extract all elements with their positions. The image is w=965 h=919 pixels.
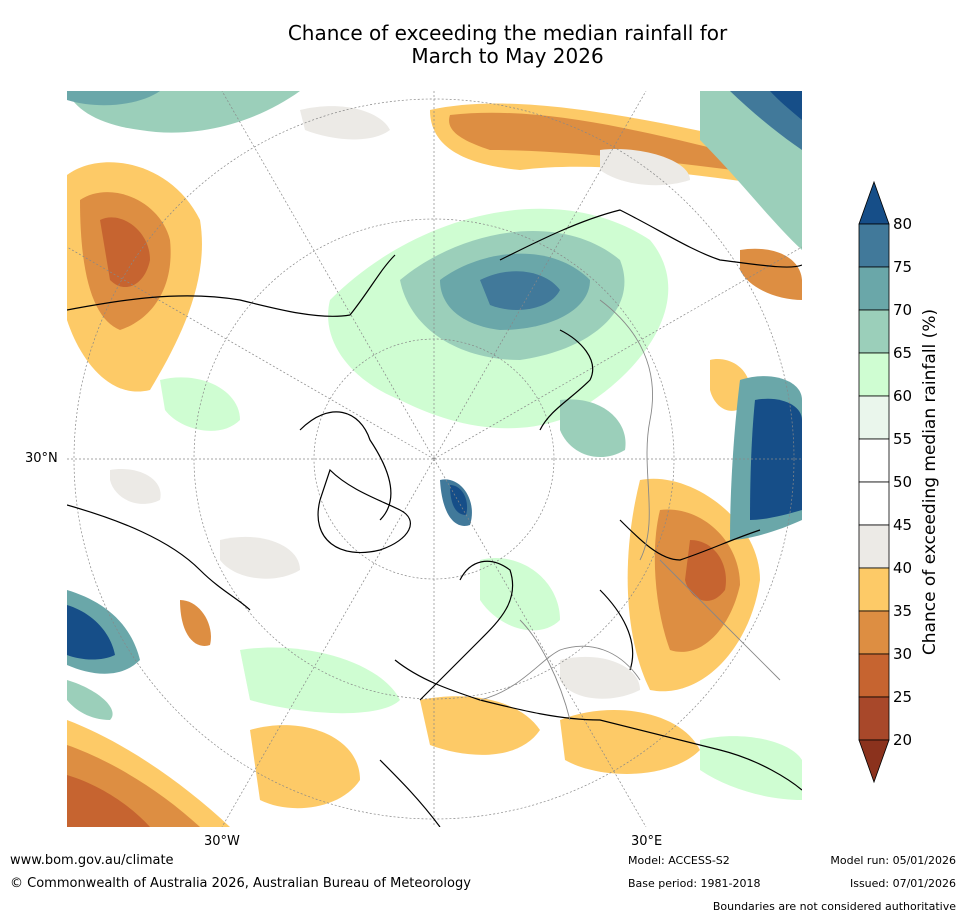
footer-copyright: © Commonwealth of Australia 2026, Austra… <box>10 876 471 891</box>
colorbar-tick-label: 45 <box>893 516 913 534</box>
colorbar-swatch <box>858 352 890 397</box>
footer-website: www.bom.gov.au/climate <box>10 853 174 868</box>
colorbar-tick-label: 20 <box>893 731 913 749</box>
footer-disclaimer: Boundaries are not considered authoritat… <box>712 900 956 913</box>
footer-model: Model: ACCESS-S2 <box>628 854 730 867</box>
lon-label-30e: 30°E <box>631 834 663 849</box>
colorbar <box>858 180 890 784</box>
lon-label-30w: 30°W <box>204 834 240 849</box>
footer-base-period: Base period: 1981-2018 <box>628 877 761 890</box>
colorbar-swatch <box>858 223 890 268</box>
colorbar-swatch <box>858 481 890 526</box>
colorbar-tick-label: 40 <box>893 559 913 577</box>
colorbar-swatch <box>858 653 890 698</box>
colorbar-tick-label: 75 <box>893 258 913 276</box>
coastlines <box>67 209 802 827</box>
colorbar-tick-label: 30 <box>893 645 913 663</box>
map-title: Chance of exceeding the median rainfall … <box>0 22 965 68</box>
colorbar-swatch <box>858 438 890 483</box>
colorbar-tick-label: 60 <box>893 387 913 405</box>
colorbar-tick-label: 25 <box>893 688 913 706</box>
colorbar-tick-label: 65 <box>893 344 913 362</box>
neutral-regions <box>110 106 690 699</box>
colorbar-arrow-bottom <box>858 739 890 784</box>
title-line-1: Chance of exceeding the median rainfall … <box>287 21 728 45</box>
country-boundaries <box>479 299 781 721</box>
colorbar-swatch <box>858 696 890 741</box>
colorbar-tick-label: 35 <box>893 602 913 620</box>
map-panel <box>67 91 802 827</box>
colorbar-tick-label: 55 <box>893 430 913 448</box>
graticule <box>67 91 802 827</box>
colorbar-tick-label: 70 <box>893 301 913 319</box>
colorbar-tick-label: 50 <box>893 473 913 491</box>
colorbar-swatch <box>858 395 890 440</box>
title-line-2: March to May 2026 <box>411 44 604 68</box>
colorbar-tick-label: 80 <box>893 215 913 233</box>
colorbar-arrow-top <box>858 180 890 225</box>
colorbar-swatch <box>858 567 890 612</box>
lat-label-30n: 30°N <box>25 451 58 466</box>
footer-model-run: Model run: 05/01/2026 <box>830 854 956 867</box>
colorbar-swatch <box>858 610 890 655</box>
colorbar-swatch <box>858 266 890 311</box>
colorbar-swatch <box>858 309 890 354</box>
colorbar-swatch <box>858 524 890 569</box>
footer-issued: Issued: 07/01/2026 <box>849 877 956 890</box>
colorbar-label: Chance of exceeding median rainfall (%) <box>920 308 940 656</box>
